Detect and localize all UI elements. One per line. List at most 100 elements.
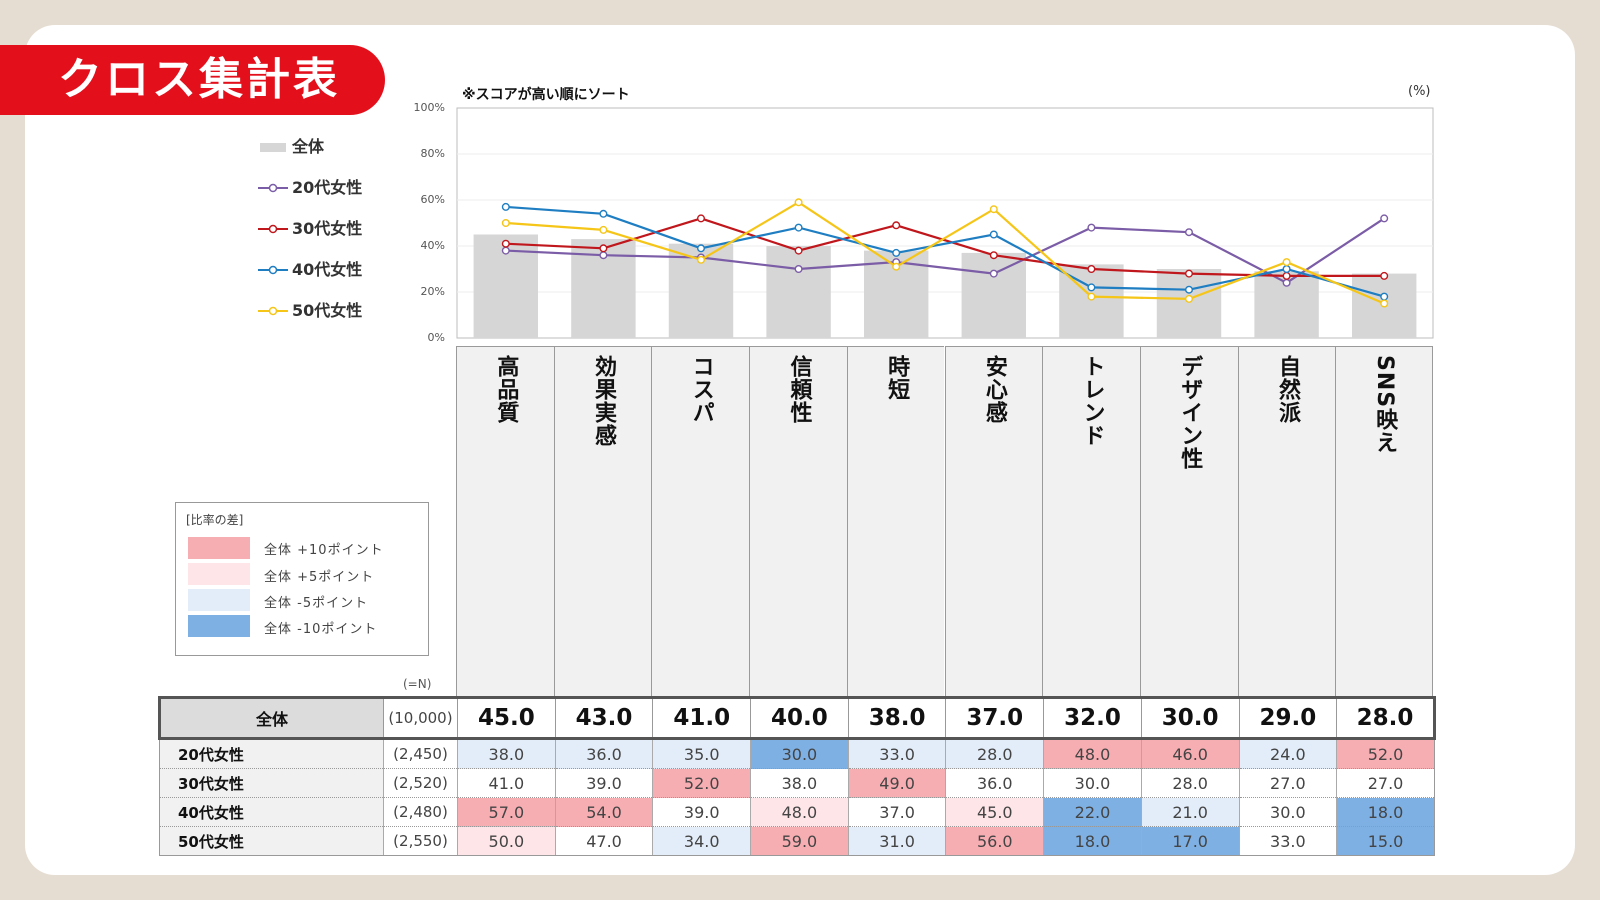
point-s30-7 [1087, 265, 1096, 274]
legend-label: 全体 [292, 137, 325, 156]
bar-total-6 [961, 252, 1027, 338]
legend-bar-swatch [260, 143, 286, 152]
category-label: 安心感 [981, 355, 1007, 424]
table-cell: 18.0 [1336, 797, 1435, 827]
point-s40-10 [1380, 292, 1389, 301]
bar-total-8 [1156, 269, 1222, 338]
category-label: 時短 [884, 355, 910, 401]
percent-unit-label: (%) [1408, 84, 1431, 99]
table-cell: 38.0 [750, 768, 849, 798]
point-s50-7 [1087, 292, 1096, 301]
table-cell: 49.0 [847, 768, 946, 798]
series-line-s30 [505, 217, 1385, 277]
table-cell: 27.0 [1336, 768, 1435, 798]
table-cell: 24.0 [1238, 738, 1337, 769]
row-n: (2,450) [383, 738, 458, 769]
table-cell: 45.0 [945, 797, 1044, 827]
label-minus5: 全体 -5ポイント [264, 596, 369, 611]
table-cell: 30.0 [1238, 797, 1337, 827]
table-cell: 34.0 [652, 826, 751, 856]
point-s20-9 [1282, 278, 1291, 287]
table-cell: 33.0 [847, 738, 946, 769]
row-n: (2,520) [383, 768, 458, 798]
label-plus10: 全体 +10ポイント [264, 543, 384, 558]
point-s40-8 [1184, 285, 1193, 294]
legend-item-50s: 50代女性 [258, 301, 408, 321]
point-s50-4 [794, 198, 803, 207]
legend-item-30s: 30代女性 [258, 219, 408, 239]
point-s50-5 [892, 262, 901, 271]
y-tick-label: 100% [413, 101, 445, 114]
legend-line-swatch [258, 306, 288, 316]
n-unit-label: (=N) [403, 677, 432, 691]
table-cell: 18.0 [1043, 826, 1142, 856]
table-cell: 31.0 [847, 826, 946, 856]
point-s30-8 [1184, 269, 1193, 278]
category-label: 高品質 [493, 355, 519, 424]
title-banner [0, 45, 385, 115]
label-plus5: 全体 +5ポイント [264, 570, 375, 585]
table-row: 50代女性 (2,550) 50.0 47.0 34.0 59.0 31.0 56.0 18.0… [159, 826, 1435, 856]
y-tick-label: 80% [420, 147, 445, 160]
legend-item-total: 全体 [258, 137, 408, 157]
category-label: 自然派 [1274, 355, 1300, 424]
point-s40-2 [599, 209, 608, 218]
legend-label: 20代女性 [292, 178, 363, 197]
point-s30-2 [599, 244, 608, 253]
point-s40-7 [1087, 283, 1096, 292]
point-s40-9 [1282, 265, 1291, 274]
point-s40-3 [697, 244, 706, 253]
row-label: 20代女性 [159, 738, 384, 769]
table-cell: 28.0 [1140, 768, 1239, 798]
label-minus10: 全体 -10ポイント [264, 622, 378, 637]
point-s40-1 [501, 202, 510, 211]
point-s40-4 [794, 223, 803, 232]
category-label: SNS映え [1372, 355, 1398, 455]
y-tick-label: 0% [427, 331, 445, 344]
row-label: 50代女性 [159, 826, 384, 856]
category-header: デザイン性 [1139, 346, 1238, 696]
row-n: (2,550) [383, 826, 458, 856]
point-s30-3 [697, 214, 706, 223]
table-cell: 43.0 [554, 696, 653, 740]
table-cell: 37.0 [847, 797, 946, 827]
point-s30-9 [1282, 271, 1291, 280]
point-s50-3 [697, 255, 706, 264]
point-s20-1 [501, 246, 510, 255]
table-row-total: 全体 (10,000) 45.0 43.0 41.0 40.0 38.0 37.0 32.0 30… [158, 696, 1436, 740]
point-s20-10 [1380, 214, 1389, 223]
point-s50-10 [1380, 299, 1389, 308]
table-cell: 45.0 [457, 696, 556, 740]
category-header: SNS映え [1335, 346, 1433, 696]
row-label: 全体 [158, 696, 384, 740]
table-cell: 52.0 [1336, 738, 1435, 769]
swatch-plus10 [188, 537, 250, 559]
table-cell: 21.0 [1140, 797, 1239, 827]
category-label: 効果実感 [591, 355, 617, 447]
table-row: 40代女性 (2,480) 57.0 54.0 39.0 48.0 37.0 45.0 22.0… [159, 797, 1435, 827]
category-label: 信頼性 [786, 355, 812, 424]
bar-total-4 [766, 246, 831, 338]
table-cell: 52.0 [652, 768, 751, 798]
series-line-s50 [505, 201, 1385, 305]
table-cell: 48.0 [1043, 738, 1142, 769]
point-s40-5 [892, 248, 901, 257]
row-label: 40代女性 [159, 797, 384, 827]
point-s20-4 [794, 265, 803, 274]
table-cell: 48.0 [750, 797, 849, 827]
table-cell: 59.0 [750, 826, 849, 856]
point-s30-10 [1380, 271, 1389, 280]
point-s50-9 [1282, 258, 1291, 267]
table-cell: 27.0 [1238, 768, 1337, 798]
table-cell: 41.0 [457, 768, 556, 798]
table-row: 20代女性 (2,450) 38.0 36.0 35.0 30.0 33.0 28.0 48.0… [159, 738, 1435, 769]
cross-tab-table: 全体 (10,000) 45.0 43.0 41.0 40.0 38.0 37.0 32.0 30… [158, 696, 1436, 856]
table-cell: 41.0 [652, 696, 751, 740]
table-cell: 38.0 [847, 696, 946, 740]
difference-legend-title: [比率の差] [186, 513, 244, 527]
table-cell: 32.0 [1043, 696, 1142, 740]
chart-sort-note: ※スコアが高い順にソート [462, 87, 630, 103]
table-cell: 36.0 [554, 738, 653, 769]
page-title: クロス集計表 [58, 54, 340, 105]
